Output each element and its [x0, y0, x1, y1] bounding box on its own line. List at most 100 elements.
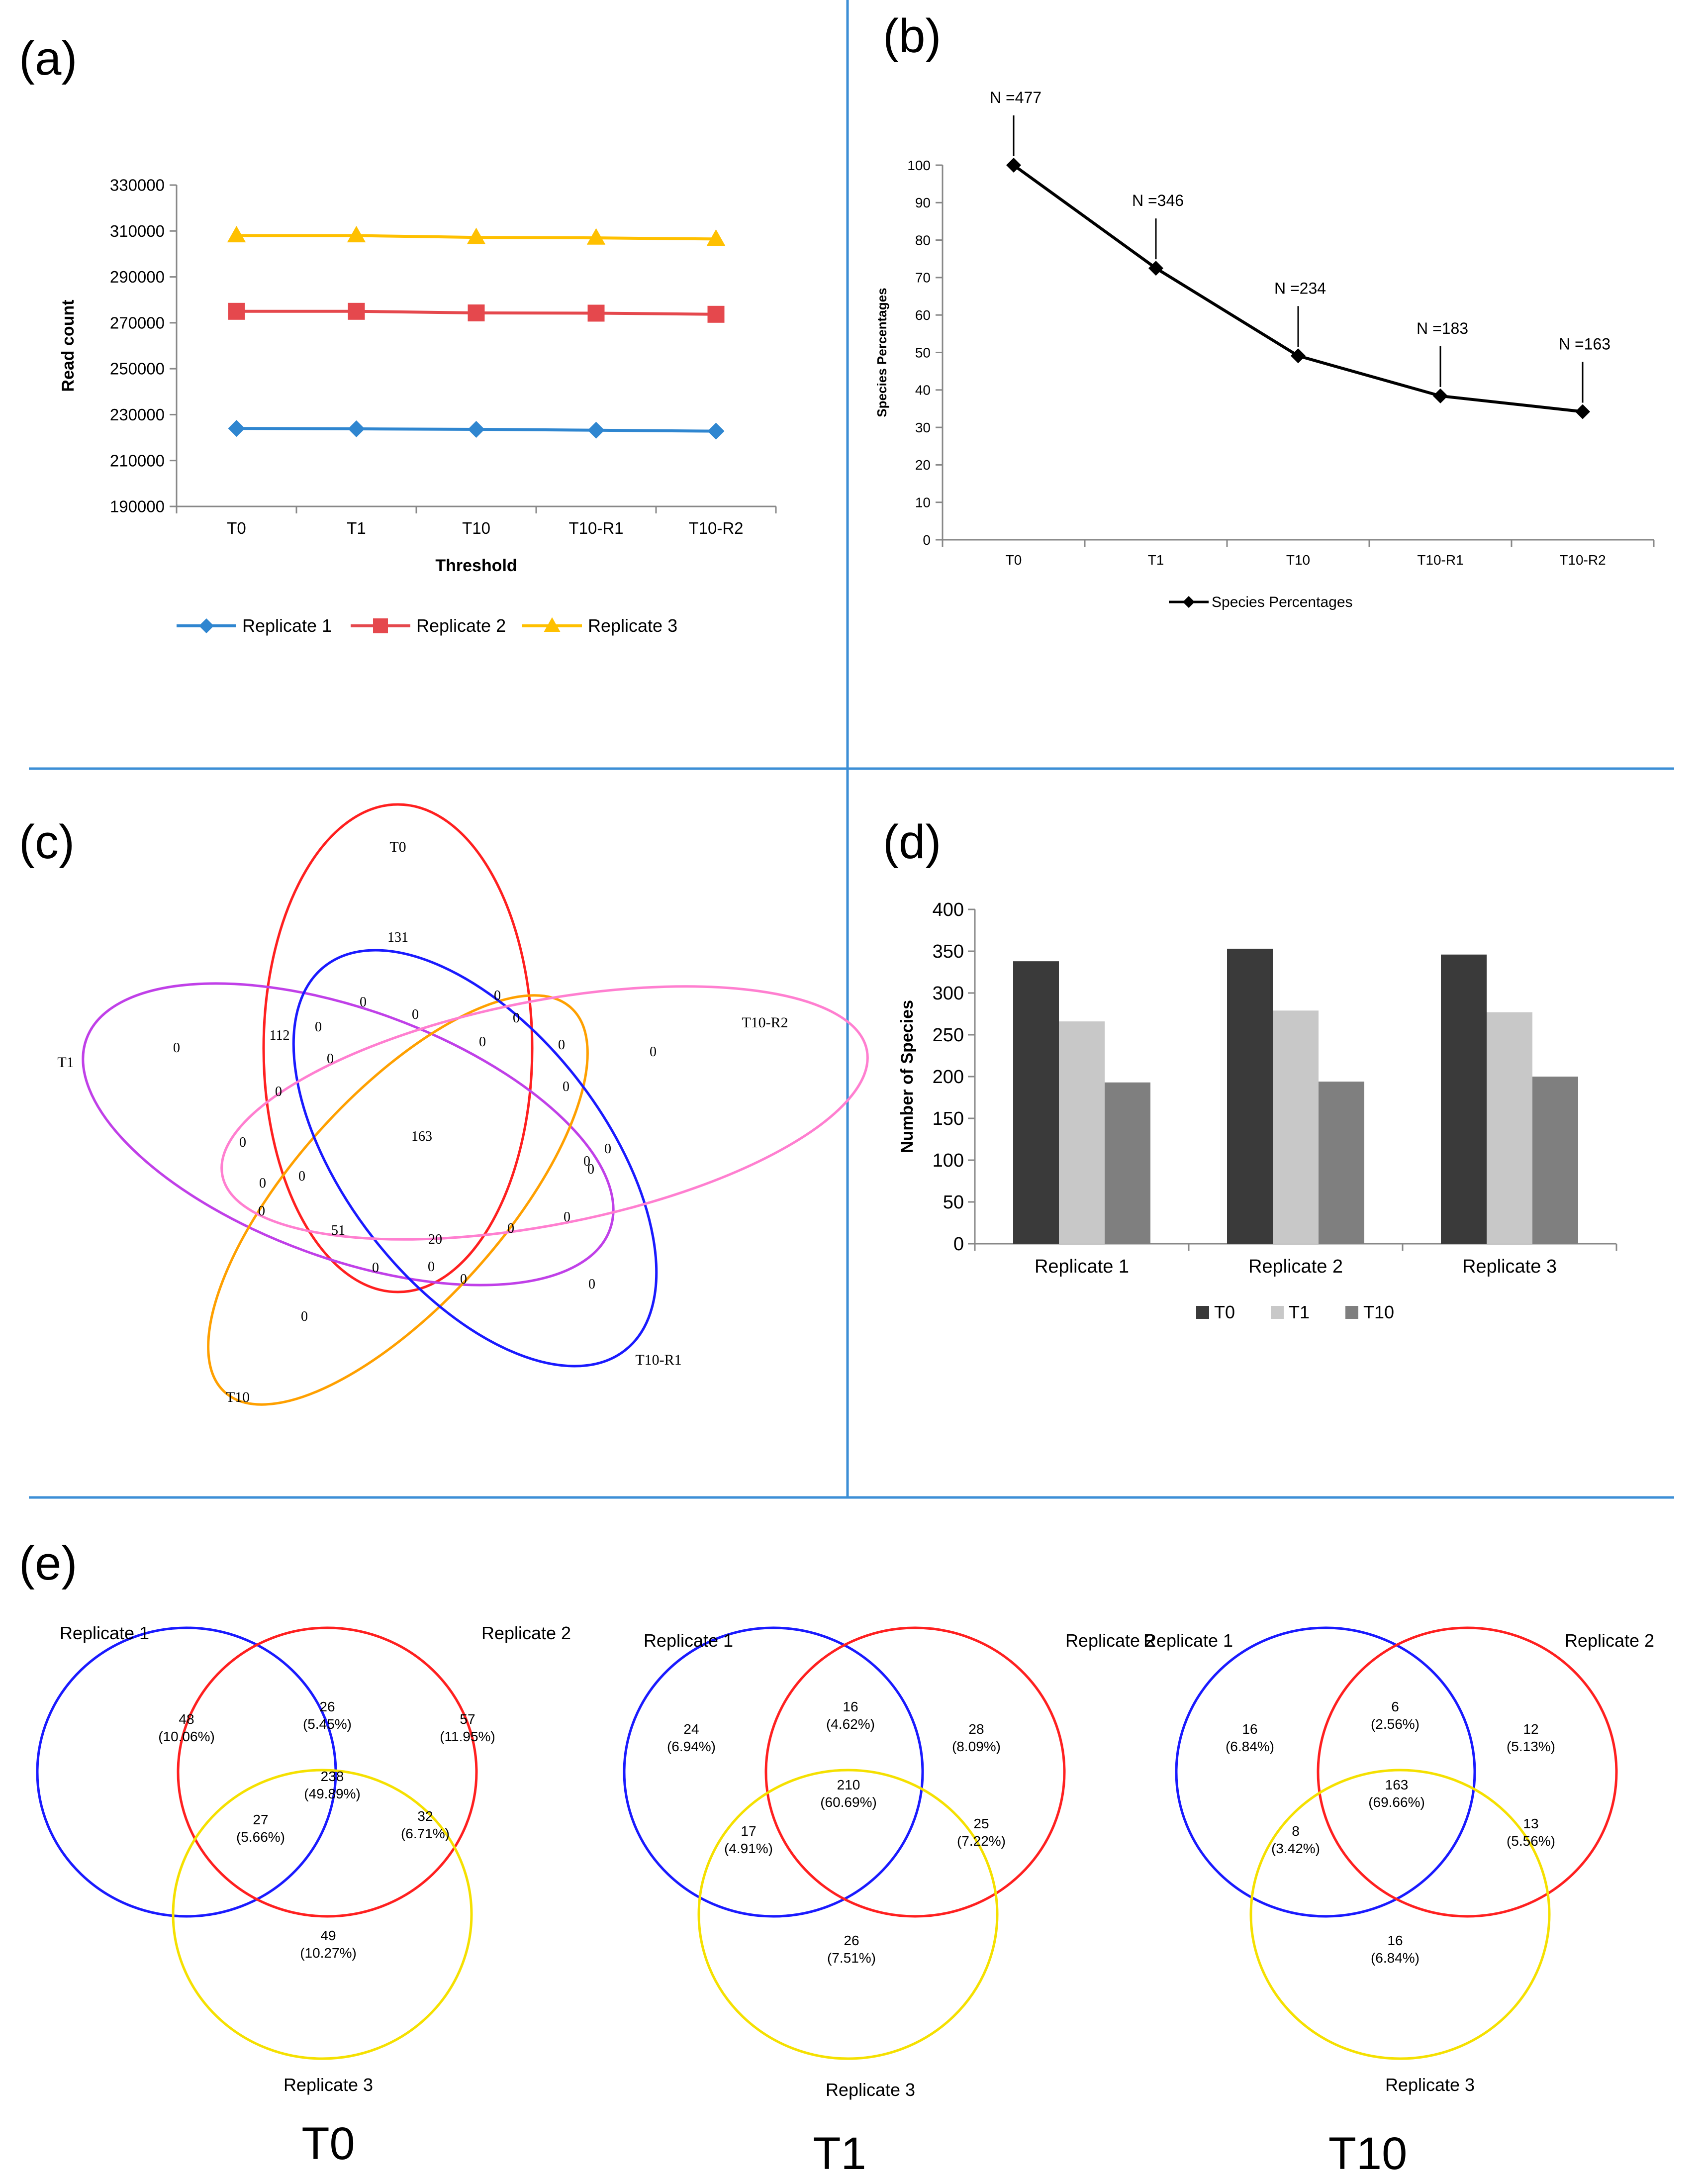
region-percent: (6.84%): [1226, 1739, 1274, 1754]
replicate-3-circle: [172, 1769, 473, 2060]
y-tick-label: 400: [933, 899, 964, 920]
data-point: [348, 302, 365, 320]
region-count: 0: [298, 1169, 305, 1184]
region-count: 0: [259, 1176, 266, 1191]
legend-marker: [544, 617, 561, 632]
region-count: 210: [837, 1777, 860, 1792]
panel-label-b: (b): [883, 9, 941, 63]
region-percent: (11.95%): [440, 1729, 495, 1744]
region-count: 0: [513, 1010, 520, 1026]
region-percent: (5.66%): [236, 1829, 285, 1845]
region-percent: (49.89%): [304, 1786, 361, 1801]
region-count: 25: [973, 1816, 989, 1831]
region-percent: (69.66%): [1368, 1794, 1425, 1810]
region-percent: (5.45%): [303, 1716, 352, 1732]
y-tick-label: 30: [915, 420, 931, 435]
region-count: 6: [1391, 1699, 1399, 1714]
x-tick-label: Replicate 2: [1248, 1256, 1343, 1277]
data-point: [1148, 261, 1163, 276]
venn-title: T1: [813, 2128, 866, 2179]
data-point: [1575, 404, 1590, 419]
y-tick-label: 20: [915, 457, 931, 473]
data-point: [1006, 158, 1021, 173]
data-point: [228, 420, 245, 437]
data-point: [347, 225, 366, 243]
region-percent: (7.22%): [957, 1833, 1006, 1849]
venn-title: T0: [301, 2118, 355, 2169]
legend-swatch: [1345, 1306, 1358, 1319]
region-count: 0: [558, 1037, 565, 1053]
region-count: 0: [327, 1051, 334, 1067]
region-count: 51: [331, 1223, 345, 1238]
region-count: 26: [844, 1933, 859, 1948]
bar: [1273, 1010, 1319, 1244]
region-count: 0: [372, 1260, 379, 1276]
y-tick-label: 10: [915, 495, 931, 510]
legend-label: T1: [1289, 1302, 1310, 1322]
y-tick-label: 100: [933, 1150, 964, 1171]
legend-swatch: [1271, 1306, 1284, 1319]
region-count: 17: [741, 1823, 756, 1839]
region-percent: (7.51%): [827, 1950, 876, 1966]
y-tick-label: 200: [933, 1067, 964, 1088]
legend-marker: [199, 618, 214, 633]
y-tick-label: 290000: [110, 268, 165, 286]
x-tick-label: Replicate 1: [1035, 1256, 1129, 1277]
region-percent: (8.09%): [952, 1739, 1001, 1754]
replicate-label: Replicate 2: [1065, 1630, 1155, 1651]
legend-marker: [373, 618, 388, 633]
y-axis-title: Read count: [59, 299, 78, 392]
bar: [1532, 1077, 1578, 1244]
y-tick-label: 80: [915, 232, 931, 248]
panel-label-c: (c): [19, 815, 75, 869]
bar: [1013, 961, 1059, 1244]
region-count: 238: [321, 1769, 344, 1784]
replicate-label: Replicate 1: [1143, 1630, 1233, 1651]
bar: [1059, 1021, 1105, 1244]
annotation-label: N =346: [1132, 192, 1184, 209]
y-tick-label: 50: [915, 345, 931, 360]
replicate-3-circle: [697, 1769, 999, 2060]
replicate-1-circle: [36, 1626, 337, 1918]
region-count: 12: [1523, 1721, 1538, 1737]
region-count: 57: [460, 1711, 475, 1727]
replicate-label: Replicate 2: [1565, 1630, 1654, 1651]
region-count: 163: [1385, 1777, 1409, 1792]
replicate-label: Replicate 3: [1385, 2075, 1475, 2095]
region-count: 20: [428, 1232, 442, 1247]
x-tick-label: T1: [1148, 552, 1164, 568]
x-tick-label: T0: [227, 519, 246, 537]
region-count: 0: [258, 1203, 265, 1219]
region-count: 0: [507, 1221, 514, 1236]
region-count: 112: [270, 1028, 290, 1043]
y-tick-label: 50: [943, 1192, 964, 1213]
region-percent: (10.06%): [158, 1729, 215, 1744]
replicate-label: Replicate 1: [644, 1630, 733, 1651]
set-label: T10-R1: [635, 1352, 681, 1368]
y-tick-label: 190000: [110, 497, 165, 516]
region-percent: (6.84%): [1371, 1950, 1420, 1966]
y-tick-label: 350: [933, 941, 964, 962]
region-count: 0: [428, 1259, 435, 1275]
x-tick-label: T10: [1286, 552, 1310, 568]
x-tick-label: T0: [1006, 552, 1022, 568]
region-count: 28: [968, 1721, 984, 1737]
panel-label-a: (a): [19, 32, 77, 85]
region-percent: (4.62%): [826, 1716, 875, 1732]
region-count: 0: [360, 994, 367, 1010]
region-percent: (2.56%): [1371, 1716, 1420, 1732]
x-tick-label: T1: [347, 519, 366, 537]
region-count: 0: [563, 1079, 569, 1094]
x-tick-label: T10: [462, 519, 490, 537]
data-point: [228, 302, 245, 320]
data-point: [1291, 348, 1306, 364]
data-point: [707, 422, 725, 440]
y-tick-label: 150: [933, 1108, 964, 1129]
y-axis-title: Species Percentages: [874, 288, 889, 417]
region-count: 131: [387, 930, 408, 945]
region-count: 16: [1387, 1933, 1403, 1948]
set-label: T10: [226, 1389, 250, 1405]
x-tick-label: T10-R2: [688, 519, 743, 537]
replicate-3-circle: [1249, 1769, 1551, 2060]
